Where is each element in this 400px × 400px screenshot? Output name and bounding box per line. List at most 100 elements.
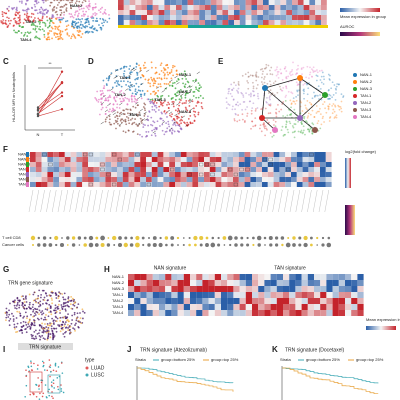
- heat-cell: [264, 298, 271, 304]
- cell-dot: [285, 120, 288, 123]
- cell-dot: [35, 30, 38, 33]
- cell-dot: [25, 297, 27, 300]
- dot: [205, 243, 209, 247]
- cell-dot: [259, 68, 262, 71]
- cell-dot: [76, 15, 79, 18]
- point: [57, 366, 60, 368]
- panel-label: I: [3, 345, 5, 354]
- cell-dot: [35, 337, 38, 340]
- heat-cell: [190, 280, 197, 286]
- dot: [194, 243, 197, 247]
- heat-cell: [141, 5, 147, 10]
- heat-cell: [158, 20, 165, 25]
- panel-label: J: [127, 345, 131, 354]
- cell-dot: [43, 296, 46, 299]
- point: [35, 395, 38, 398]
- cell-dot: [277, 104, 279, 106]
- heat-cell: [321, 15, 327, 20]
- heat-cell: [146, 177, 152, 182]
- heat-cell: [274, 0, 281, 5]
- heat-cell: [345, 310, 352, 316]
- heat-cell: [325, 172, 332, 177]
- annotation-bar: [118, 25, 188, 28]
- colorbar: [340, 8, 380, 12]
- cell-dot: [59, 320, 62, 322]
- cell-dot: [71, 308, 74, 310]
- cell-dot: [73, 302, 76, 305]
- heat-cell: [204, 152, 210, 157]
- cell-dot: [149, 93, 152, 95]
- heat-cell: [53, 162, 59, 167]
- cell-dot: [14, 307, 16, 309]
- cell-dot: [64, 305, 67, 307]
- cell-dot: [296, 84, 299, 87]
- cell-dot: [81, 4, 83, 7]
- heat-cell: [165, 280, 172, 286]
- heat-cell: [105, 152, 112, 157]
- cell-dot: [73, 304, 76, 307]
- heat-cell: [345, 292, 352, 298]
- cell-dot: [154, 132, 156, 135]
- cell-dot: [40, 317, 43, 320]
- heat-cell: [279, 152, 286, 157]
- heat-cell: [165, 304, 172, 310]
- dot: [129, 243, 134, 247]
- heat-cell: [262, 182, 268, 187]
- heat-cell: [157, 172, 164, 177]
- cell-dot: [24, 31, 27, 34]
- cluster-label: TAN-4: [20, 37, 32, 42]
- cell-dot: [41, 331, 44, 334]
- heat-cell: [30, 172, 36, 177]
- cell-dot: [51, 14, 54, 16]
- point: [42, 362, 45, 364]
- cell-dot: [149, 102, 152, 105]
- cell-dot: [159, 83, 162, 85]
- cell-dot: [297, 130, 300, 133]
- cell-dot: [229, 92, 232, 95]
- heat-cell: [175, 172, 181, 177]
- cell-dot: [21, 326, 23, 328]
- cell-dot: [25, 14, 28, 17]
- cell-dot: [331, 104, 334, 107]
- cell-dot: [64, 321, 67, 324]
- gene-tick: [295, 189, 300, 213]
- cell-dot: [261, 68, 264, 70]
- heat-cell: [256, 152, 262, 157]
- cell-dot: [31, 337, 33, 340]
- pair-line: [37, 108, 63, 117]
- cell-dot: [103, 11, 106, 14]
- heat-cell: [171, 280, 178, 286]
- cell-dot: [100, 94, 102, 96]
- heat-cell: [30, 167, 36, 172]
- dot: [188, 236, 191, 240]
- cell-dot: [319, 94, 321, 96]
- cell-dot: [312, 123, 315, 126]
- cell-dot: [66, 19, 69, 22]
- cell-dot: [334, 116, 337, 118]
- cell-dot: [52, 338, 54, 341]
- cell-dot: [179, 88, 182, 91]
- heat-cell: [268, 15, 275, 20]
- heat-cell: [88, 172, 94, 177]
- cell-dot: [45, 326, 48, 328]
- cell-dot: [98, 98, 100, 101]
- cell-dot: [152, 90, 155, 93]
- cell-dot: [95, 98, 98, 101]
- cell-dot: [244, 108, 247, 111]
- cell-dot: [56, 33, 59, 36]
- legend-label: TAN-1: [360, 93, 372, 98]
- cell-dot: [39, 300, 42, 303]
- heat-cell: [301, 304, 308, 310]
- heat-cell: [129, 20, 136, 25]
- dot: [240, 236, 244, 240]
- cell-dot: [180, 128, 183, 130]
- cell-dot: [281, 125, 284, 128]
- cell-dot: [37, 318, 40, 321]
- cell-dot: [187, 92, 189, 95]
- cell-dot: [34, 314, 37, 316]
- legend-label: NAN-1: [360, 72, 373, 77]
- cell-dot: [75, 0, 78, 3]
- cell-dot: [25, 307, 28, 310]
- cell-dot: [102, 92, 105, 95]
- heat-cell: [345, 304, 352, 310]
